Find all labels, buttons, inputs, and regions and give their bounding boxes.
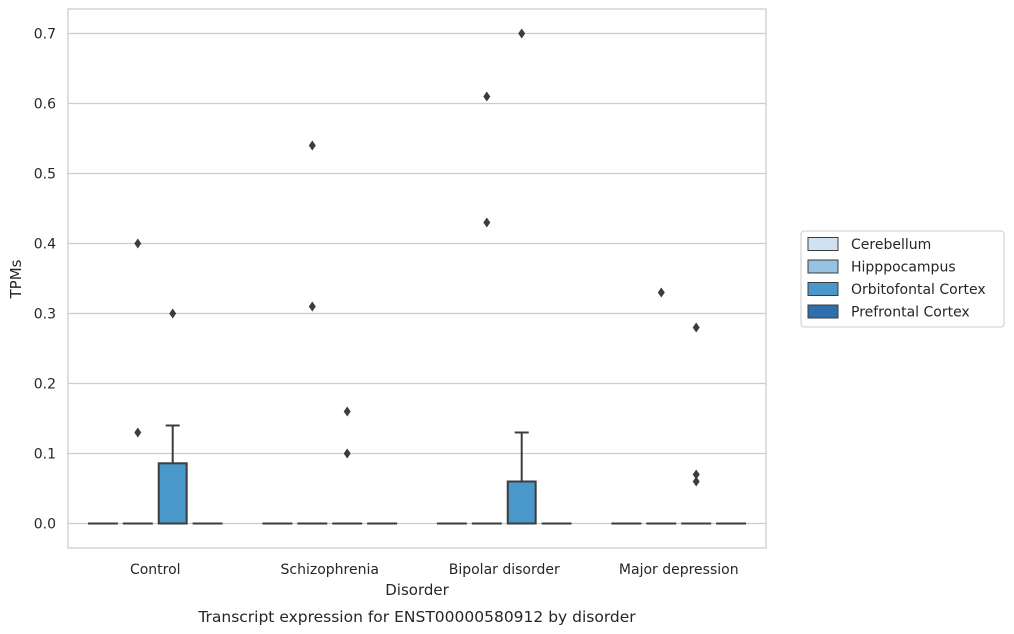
outlier-point bbox=[134, 238, 142, 249]
outlier-point bbox=[134, 427, 142, 438]
outlier-point bbox=[692, 322, 700, 333]
grid-lines bbox=[68, 32, 766, 525]
outlier-point bbox=[308, 301, 316, 312]
legend-frame bbox=[800, 230, 1005, 328]
y-tick-label: 0.0 bbox=[34, 517, 56, 533]
outlier-point bbox=[308, 140, 316, 151]
x-tick-label: Control bbox=[130, 562, 181, 578]
y-tick-label: 0.6 bbox=[34, 97, 56, 113]
y-tick-labels: 0.0 0.1 0.2 0.3 0.4 0.5 0.6 0.7 bbox=[34, 27, 56, 533]
legend-swatch bbox=[807, 282, 839, 296]
outlier-point bbox=[483, 91, 491, 102]
legend-swatch bbox=[807, 237, 839, 251]
y-tick-label: 0.1 bbox=[34, 447, 56, 463]
legend-label: Hipppocampus bbox=[851, 260, 956, 276]
legend-label: Prefrontal Cortex bbox=[851, 305, 970, 321]
legend: Cerebellum Hipppocampus Orbitofontal Corte… bbox=[800, 230, 1005, 328]
x-tick-label: Major depression bbox=[619, 562, 739, 578]
y-axis-label: TPMs bbox=[7, 259, 25, 299]
y-tick-label: 0.7 bbox=[34, 27, 56, 43]
chart-caption: Transcript expression for ENST0000058091… bbox=[197, 608, 636, 626]
x-tick-label: Schizophrenia bbox=[281, 562, 379, 578]
x-tick-labels: Control Schizophrenia Bipolar disorder Majo… bbox=[130, 562, 739, 578]
outlier-point bbox=[343, 406, 351, 417]
outlier-point bbox=[169, 308, 177, 319]
boxes bbox=[87, 424, 747, 525]
x-axis-label: Disorder bbox=[385, 581, 449, 599]
outlier-point bbox=[692, 469, 700, 480]
outliers bbox=[134, 28, 700, 487]
outlier-point bbox=[343, 448, 351, 459]
legend-label: Orbitofontal Cortex bbox=[851, 282, 986, 298]
box-3 bbox=[157, 462, 188, 525]
outlier-point bbox=[483, 217, 491, 228]
legend-swatch bbox=[807, 304, 839, 319]
axes-frame bbox=[67, 8, 767, 549]
legend-swatch bbox=[807, 259, 839, 274]
box-3 bbox=[506, 480, 537, 525]
outlier-point bbox=[692, 476, 700, 487]
legend-label: Cerebellum bbox=[851, 237, 931, 253]
y-tick-label: 0.3 bbox=[34, 307, 56, 323]
y-tick-label: 0.4 bbox=[34, 237, 56, 253]
x-tick-label: Bipolar disorder bbox=[449, 562, 560, 578]
outlier-point bbox=[657, 287, 665, 298]
y-tick-label: 0.5 bbox=[34, 167, 56, 183]
y-tick-label: 0.2 bbox=[34, 377, 56, 393]
outlier-point bbox=[518, 28, 526, 39]
